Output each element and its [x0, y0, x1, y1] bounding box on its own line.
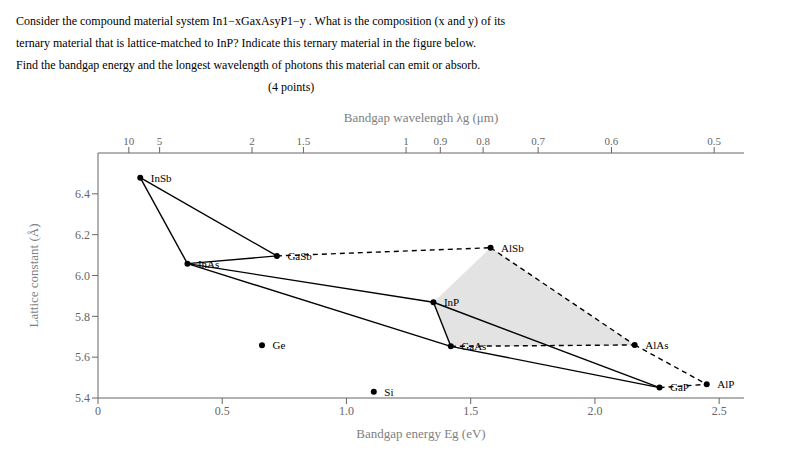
svg-text:1.5: 1.5	[463, 404, 478, 418]
svg-text:5.4: 5.4	[75, 391, 90, 405]
svg-text:0.5: 0.5	[215, 404, 230, 418]
svg-text:Si: Si	[384, 386, 393, 398]
svg-text:AlAs: AlAs	[645, 339, 668, 351]
svg-text:5: 5	[157, 135, 163, 147]
svg-text:0: 0	[95, 404, 101, 418]
svg-text:2.0: 2.0	[587, 404, 602, 418]
html-text:Find the bandgap energy and th: Find the bandgap energy and the longest …	[16, 58, 481, 72]
svg-text:0.9: 0.9	[433, 135, 447, 147]
svg-text:0.6: 0.6	[605, 135, 619, 147]
svg-text:Bandgap energy Eg (eV): Bandgap energy Eg (eV)	[356, 426, 485, 441]
svg-text:6.2: 6.2	[75, 228, 90, 242]
svg-text:5.6: 5.6	[75, 350, 90, 364]
html-text:Consider the compound material: Consider the compound material system In…	[16, 14, 506, 28]
svg-text:InP: InP	[444, 296, 459, 308]
svg-text:6.4: 6.4	[75, 187, 90, 201]
svg-text:GaAs: GaAs	[461, 340, 486, 352]
svg-text:2.5: 2.5	[712, 404, 727, 418]
svg-text:1.0: 1.0	[339, 404, 354, 418]
html-text:(4 points): (4 points)	[16, 80, 315, 94]
svg-text:GaSb: GaSb	[287, 250, 312, 262]
html-text:ternary material that is latti: ternary material that is lattice-matched…	[16, 36, 476, 50]
svg-text:0.5: 0.5	[707, 135, 721, 147]
svg-text:GaP: GaP	[670, 381, 689, 393]
svg-text:InSb: InSb	[151, 172, 172, 184]
svg-text:AlSb: AlSb	[501, 242, 524, 254]
svg-text:Bandgap wavelength λg (μm): Bandgap wavelength λg (μm)	[344, 110, 498, 125]
svg-text:0.8: 0.8	[476, 135, 490, 147]
svg-text:0.7: 0.7	[531, 135, 545, 147]
svg-text:1.5: 1.5	[297, 135, 311, 147]
svg-text:Lattice constant (Å): Lattice constant (Å)	[26, 224, 41, 328]
svg-text:AlP: AlP	[717, 378, 734, 390]
svg-text:6.0: 6.0	[75, 269, 90, 283]
svg-text:2: 2	[249, 135, 255, 147]
svg-text:10: 10	[123, 135, 135, 147]
svg-text:1: 1	[403, 135, 409, 147]
svg-text:InAs: InAs	[198, 258, 219, 270]
svg-text:Ge: Ge	[272, 339, 285, 351]
svg-text:5.8: 5.8	[75, 310, 90, 324]
